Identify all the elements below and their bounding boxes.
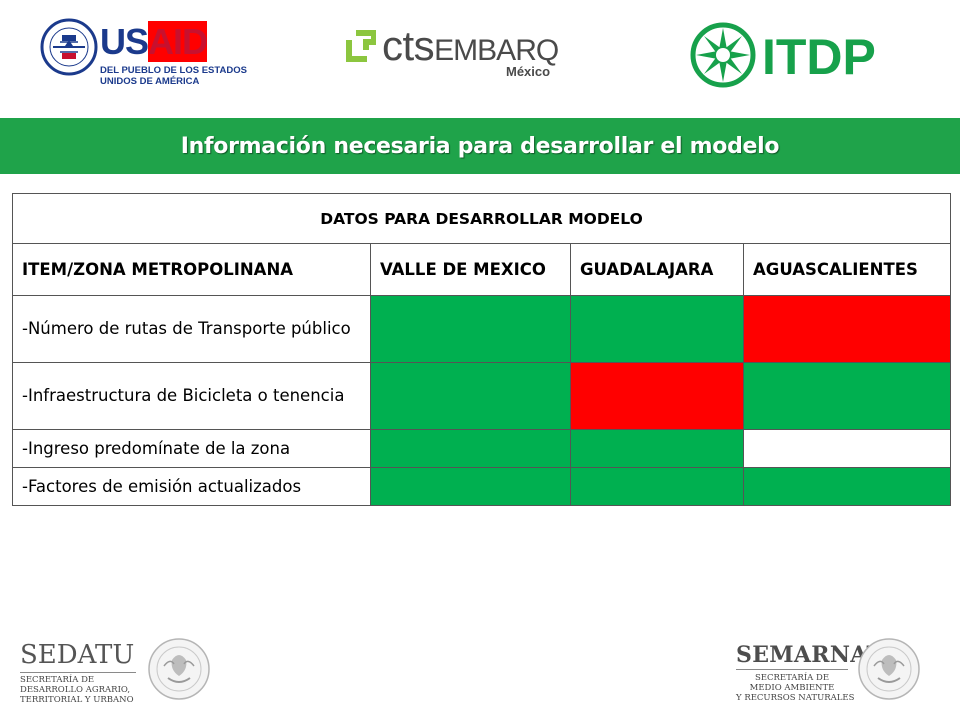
semarnat-logo: SEMARNAT SECRETARÍA DE MEDIO AMBIENTE Y … — [736, 636, 936, 708]
column-header-guadalajara: GUADALAJARA — [570, 243, 744, 296]
usaid-wordmark: USAID — [100, 21, 208, 62]
title-bar: Información necesaria para desarrollar e… — [0, 118, 960, 174]
row-item-label: -Factores de emisión actualizados — [12, 467, 371, 506]
row-item-label: -Ingreso predomínate de la zona — [12, 429, 371, 468]
status-cell-white — [742, 429, 952, 468]
row-item-label: -Infraestructura de Bicicleta o tenencia — [12, 362, 371, 430]
table-header-row: ITEM/ZONA METROPOLINANA VALLE DE MEXICO … — [12, 243, 952, 296]
cts-wordmark: ctsEMBARQ — [382, 22, 559, 69]
status-cell-red — [570, 362, 744, 430]
semarnat-sub-line3: Y RECURSOS NATURALES — [736, 693, 855, 703]
semarnat-sub-line1: SECRETARÍA DE — [754, 673, 830, 683]
status-cell-green — [742, 362, 952, 430]
status-cell-green — [570, 467, 744, 506]
table-row: -Ingreso predomínate de la zona — [12, 429, 952, 468]
usaid-logo: USAID DEL PUEBLO DE LOS ESTADOS UNIDOS D… — [40, 18, 247, 87]
table-caption-row: DATOS PARA DESARROLLAR MODELO — [11, 193, 952, 244]
column-header-aguascalientes: AGUASCALIENTES — [742, 243, 952, 296]
table-caption: DATOS PARA DESARROLLAR MODELO — [11, 193, 952, 244]
usaid-seal-icon — [40, 18, 98, 81]
status-cell-green — [370, 467, 571, 506]
sedatu-wordmark: SEDATU — [20, 640, 135, 670]
semarnat-sub-line2: MEDIO AMBIENTE — [749, 683, 835, 693]
column-header-item: ITEM/ZONA METROPOLINANA — [12, 243, 371, 296]
mexico-coat-of-arms-icon — [146, 636, 212, 707]
status-cell-green — [570, 429, 744, 468]
usaid-tagline-line2: UNIDOS DE AMÉRICA — [100, 76, 200, 87]
semarnat-divider — [736, 669, 848, 670]
cts-bracket-icon — [346, 30, 377, 67]
data-table: DATOS PARA DESARROLLAR MODELO ITEM/ZONA … — [11, 193, 952, 506]
status-cell-green — [370, 362, 571, 430]
itdp-wordmark: ITDP — [762, 29, 876, 85]
sedatu-sub-line1: SECRETARÍA DE — [20, 675, 95, 685]
status-cell-green — [570, 295, 744, 363]
row-item-label: -Número de rutas de Transporte público — [12, 295, 371, 363]
sedatu-sub-line3: TERRITORIAL Y URBANO — [20, 695, 134, 705]
sedatu-sub-line2: DESARROLLO AGRARIO, — [20, 685, 131, 695]
table-row: -Factores de emisión actualizados — [12, 467, 952, 506]
mexico-coat-of-arms-icon — [856, 636, 922, 707]
itdp-logo: ITDP — [690, 22, 880, 88]
page-title: Información necesaria para desarrollar e… — [180, 133, 780, 159]
usaid-tagline-line1: DEL PUEBLO DE LOS ESTADOS — [100, 65, 247, 76]
status-cell-green — [742, 467, 952, 506]
status-cell-green — [370, 295, 571, 363]
sedatu-divider — [20, 672, 136, 673]
status-cell-red — [742, 295, 952, 363]
semarnat-wordmark: SEMARNAT — [736, 642, 884, 668]
cts-embarq-logo: ctsEMBARQ México — [346, 22, 566, 82]
itdp-star-icon — [690, 22, 756, 93]
column-header-valle-de-mexico: VALLE DE MEXICO — [370, 243, 571, 296]
cts-mexico-label: México — [506, 64, 551, 79]
status-cell-green — [370, 429, 571, 468]
sedatu-logo: SEDATU SECRETARÍA DE DESARROLLO AGRARIO,… — [20, 636, 220, 708]
table-row: -Infraestructura de Bicicleta o tenencia — [12, 362, 952, 430]
table-row: -Número de rutas de Transporte público — [12, 295, 952, 363]
